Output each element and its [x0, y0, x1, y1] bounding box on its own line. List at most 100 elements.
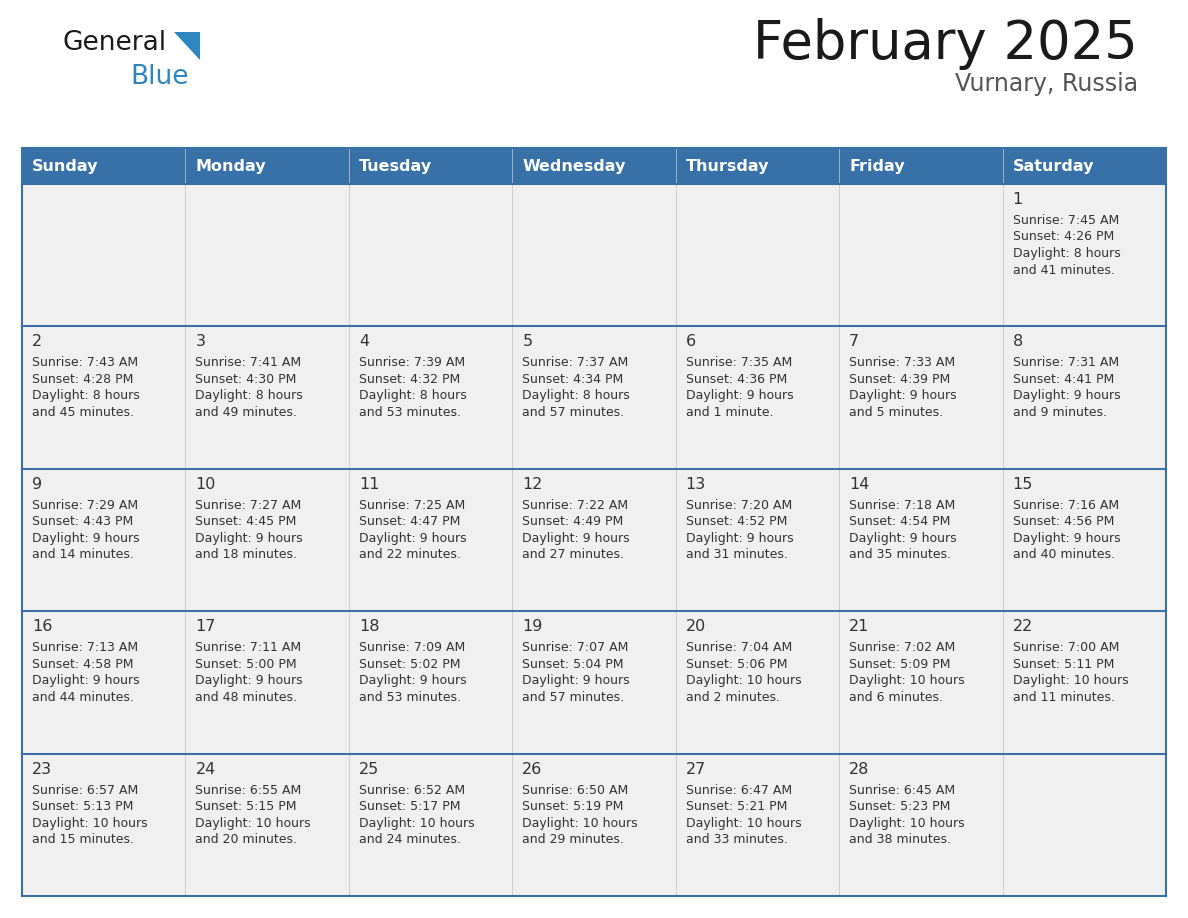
Bar: [839, 611, 1003, 754]
Text: Daylight: 10 hours: Daylight: 10 hours: [32, 817, 147, 830]
Text: and 53 minutes.: and 53 minutes.: [359, 406, 461, 419]
Text: Monday: Monday: [196, 159, 266, 174]
Bar: [23, 469, 185, 611]
Text: Sunrise: 7:09 AM: Sunrise: 7:09 AM: [359, 641, 466, 655]
Text: Daylight: 9 hours: Daylight: 9 hours: [523, 532, 630, 544]
Text: Vurnary, Russia: Vurnary, Russia: [955, 72, 1138, 96]
Text: and 14 minutes.: and 14 minutes.: [32, 548, 134, 561]
Text: Sunrise: 7:02 AM: Sunrise: 7:02 AM: [849, 641, 955, 655]
Text: Sunset: 4:49 PM: Sunset: 4:49 PM: [523, 515, 624, 528]
Text: 16: 16: [32, 620, 52, 634]
Text: Sunset: 4:32 PM: Sunset: 4:32 PM: [359, 373, 460, 386]
Text: Daylight: 10 hours: Daylight: 10 hours: [685, 817, 802, 830]
Text: General: General: [62, 30, 166, 56]
Text: Friday: Friday: [849, 159, 905, 174]
Text: and 15 minutes.: and 15 minutes.: [32, 834, 134, 846]
Text: 5: 5: [523, 334, 532, 350]
Text: Sunset: 4:45 PM: Sunset: 4:45 PM: [196, 515, 297, 528]
Bar: [23, 327, 185, 469]
Text: Sunset: 5:11 PM: Sunset: 5:11 PM: [1012, 657, 1114, 671]
Text: Sunset: 5:21 PM: Sunset: 5:21 PM: [685, 800, 788, 813]
Text: 6: 6: [685, 334, 696, 350]
Text: and 6 minutes.: and 6 minutes.: [849, 690, 943, 704]
Text: Sunrise: 7:43 AM: Sunrise: 7:43 AM: [32, 356, 138, 369]
Text: Sunrise: 7:13 AM: Sunrise: 7:13 AM: [32, 641, 138, 655]
Text: 21: 21: [849, 620, 870, 634]
Text: Sunrise: 7:16 AM: Sunrise: 7:16 AM: [1012, 498, 1119, 512]
Text: Thursday: Thursday: [685, 159, 769, 174]
Text: Sunset: 4:43 PM: Sunset: 4:43 PM: [32, 515, 133, 528]
Text: and 2 minutes.: and 2 minutes.: [685, 690, 779, 704]
Text: 18: 18: [359, 620, 379, 634]
Text: February 2025: February 2025: [753, 18, 1138, 70]
Text: Tuesday: Tuesday: [359, 159, 432, 174]
Text: 13: 13: [685, 476, 706, 492]
Bar: [23, 611, 185, 754]
Text: Daylight: 10 hours: Daylight: 10 hours: [359, 817, 474, 830]
Bar: [512, 754, 676, 896]
Text: and 18 minutes.: and 18 minutes.: [196, 548, 297, 561]
Text: Sunset: 4:52 PM: Sunset: 4:52 PM: [685, 515, 788, 528]
Text: Daylight: 8 hours: Daylight: 8 hours: [359, 389, 467, 402]
Text: Sunset: 4:54 PM: Sunset: 4:54 PM: [849, 515, 950, 528]
Bar: [349, 148, 512, 184]
Bar: [839, 754, 1003, 896]
Text: Sunrise: 7:04 AM: Sunrise: 7:04 AM: [685, 641, 792, 655]
Text: Sunrise: 6:50 AM: Sunrise: 6:50 AM: [523, 784, 628, 797]
Text: 22: 22: [1012, 620, 1032, 634]
Text: Daylight: 10 hours: Daylight: 10 hours: [1012, 674, 1129, 688]
Bar: [512, 469, 676, 611]
Text: 20: 20: [685, 620, 706, 634]
Text: Daylight: 9 hours: Daylight: 9 hours: [1012, 532, 1120, 544]
Text: Sunrise: 7:31 AM: Sunrise: 7:31 AM: [1012, 356, 1119, 369]
Text: Daylight: 9 hours: Daylight: 9 hours: [523, 674, 630, 688]
Text: Sunset: 5:15 PM: Sunset: 5:15 PM: [196, 800, 297, 813]
Text: Sunrise: 7:35 AM: Sunrise: 7:35 AM: [685, 356, 792, 369]
Text: Daylight: 10 hours: Daylight: 10 hours: [196, 817, 311, 830]
Text: Sunday: Sunday: [32, 159, 99, 174]
Polygon shape: [173, 32, 200, 60]
Bar: [676, 327, 839, 469]
Text: 12: 12: [523, 476, 543, 492]
Bar: [349, 184, 512, 327]
Text: 27: 27: [685, 762, 706, 777]
Bar: [512, 184, 676, 327]
Text: 7: 7: [849, 334, 859, 350]
Text: 1: 1: [1012, 192, 1023, 207]
Text: Saturday: Saturday: [1012, 159, 1094, 174]
Text: Daylight: 9 hours: Daylight: 9 hours: [849, 532, 956, 544]
Text: Daylight: 9 hours: Daylight: 9 hours: [849, 389, 956, 402]
Text: Sunrise: 7:07 AM: Sunrise: 7:07 AM: [523, 641, 628, 655]
Text: Daylight: 8 hours: Daylight: 8 hours: [196, 389, 303, 402]
Text: Sunrise: 7:18 AM: Sunrise: 7:18 AM: [849, 498, 955, 512]
Text: Sunrise: 7:20 AM: Sunrise: 7:20 AM: [685, 498, 792, 512]
Bar: [1003, 611, 1165, 754]
Text: Sunrise: 7:45 AM: Sunrise: 7:45 AM: [1012, 214, 1119, 227]
Text: Sunrise: 6:47 AM: Sunrise: 6:47 AM: [685, 784, 792, 797]
Text: Blue: Blue: [129, 64, 189, 90]
Text: Sunset: 5:00 PM: Sunset: 5:00 PM: [196, 657, 297, 671]
Text: Daylight: 10 hours: Daylight: 10 hours: [523, 817, 638, 830]
Bar: [676, 469, 839, 611]
Text: Sunset: 5:06 PM: Sunset: 5:06 PM: [685, 657, 788, 671]
Bar: [839, 327, 1003, 469]
Text: 15: 15: [1012, 476, 1032, 492]
Bar: [185, 469, 349, 611]
Bar: [23, 184, 185, 327]
Text: Daylight: 9 hours: Daylight: 9 hours: [1012, 389, 1120, 402]
Bar: [185, 611, 349, 754]
Bar: [1003, 327, 1165, 469]
Text: Sunset: 4:34 PM: Sunset: 4:34 PM: [523, 373, 624, 386]
Bar: [676, 184, 839, 327]
Text: Sunset: 4:26 PM: Sunset: 4:26 PM: [1012, 230, 1114, 243]
Text: and 27 minutes.: and 27 minutes.: [523, 548, 624, 561]
Text: Sunrise: 7:39 AM: Sunrise: 7:39 AM: [359, 356, 465, 369]
Bar: [1003, 754, 1165, 896]
Text: Wednesday: Wednesday: [523, 159, 626, 174]
Text: Sunrise: 7:41 AM: Sunrise: 7:41 AM: [196, 356, 302, 369]
Text: Sunset: 5:02 PM: Sunset: 5:02 PM: [359, 657, 461, 671]
Text: Sunrise: 7:33 AM: Sunrise: 7:33 AM: [849, 356, 955, 369]
Text: 26: 26: [523, 762, 543, 777]
Text: Sunrise: 7:37 AM: Sunrise: 7:37 AM: [523, 356, 628, 369]
Text: 23: 23: [32, 762, 52, 777]
